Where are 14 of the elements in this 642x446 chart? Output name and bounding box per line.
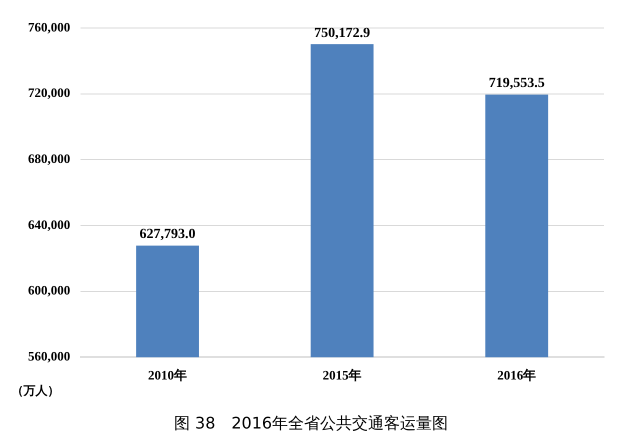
data-label: 719,553.5 [488,76,545,92]
text: 560,000 [28,348,70,364]
x-tick-label: 2010年 [148,367,188,382]
text: 图 38 2016年全省公共交通客运量图 [174,414,448,433]
y-axis-title: （万人） [11,383,60,398]
data-label: 750,172.9 [314,26,370,41]
text: 640,000 [28,216,70,232]
text: 720,000 [28,85,70,100]
data-label: 627,793.0 [140,227,196,242]
text: 680,000 [28,151,70,166]
x-tick-label: 2016年 [497,367,536,382]
x-tick-label: 2015年 [322,367,362,382]
text: 600,000 [28,282,70,298]
text: 760,000 [28,19,70,34]
